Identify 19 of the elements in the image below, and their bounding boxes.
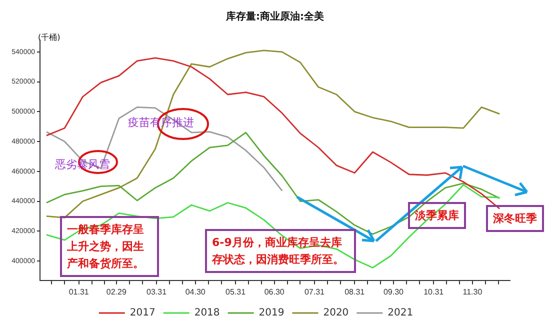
x-tick-label: 09.30 <box>383 287 404 296</box>
x-tick-label: 10.31 <box>424 287 444 296</box>
x-tick-label: 02.29 <box>106 287 127 296</box>
x-tick-label: 04.30 <box>185 287 206 296</box>
annotation: 深冬旺季 <box>486 205 544 232</box>
chart-title: 库存量:商业原油:全美 <box>225 10 324 23</box>
y-axis-title: (千桶) <box>38 33 60 42</box>
x-tick-label: 06.30 <box>264 287 285 296</box>
x-tick-label: 07.31 <box>304 287 326 296</box>
x-tick-label: 11.30 <box>462 287 483 296</box>
legend-label: 2019 <box>258 308 284 319</box>
legend-label: 2017 <box>130 308 156 319</box>
x-tick-label: 01.31 <box>68 287 90 296</box>
legend-label: 2018 <box>194 308 220 319</box>
x-tick-label: 08.31 <box>344 287 366 296</box>
legend-label: 2021 <box>388 308 414 319</box>
x-tick-label: 03.31 <box>146 287 168 296</box>
x-tick-label: 05.31 <box>225 287 246 296</box>
legend-label: 2020 <box>323 308 349 319</box>
